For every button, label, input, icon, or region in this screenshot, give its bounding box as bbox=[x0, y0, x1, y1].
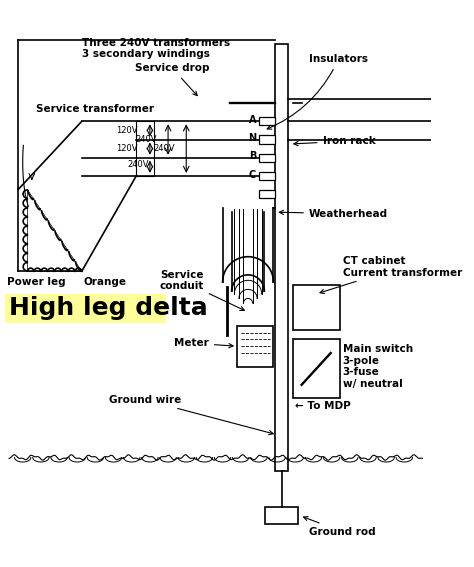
Bar bbox=[275, 44, 288, 471]
Text: Power leg: Power leg bbox=[7, 277, 66, 287]
Text: 240V: 240V bbox=[154, 144, 175, 153]
Text: Orange: Orange bbox=[83, 277, 127, 287]
Text: Iron rack: Iron rack bbox=[294, 136, 375, 146]
Text: ← To MDP: ← To MDP bbox=[295, 401, 351, 411]
Text: Service drop: Service drop bbox=[136, 64, 210, 96]
Bar bbox=[259, 136, 275, 143]
Text: Ground rod: Ground rod bbox=[303, 517, 375, 537]
Text: C: C bbox=[249, 170, 256, 180]
Bar bbox=[259, 154, 275, 162]
Bar bbox=[136, 121, 155, 176]
Text: Three 240V transformers
3 secondary windings: Three 240V transformers 3 secondary wind… bbox=[82, 38, 230, 60]
Text: Weatherhead: Weatherhead bbox=[279, 209, 388, 219]
Text: B: B bbox=[249, 151, 256, 162]
Text: 120V: 120V bbox=[117, 126, 138, 135]
Bar bbox=[259, 190, 275, 198]
Text: 120V: 120V bbox=[117, 144, 138, 153]
Text: Ground wire: Ground wire bbox=[109, 395, 273, 435]
Bar bbox=[259, 172, 275, 180]
Bar bbox=[292, 285, 340, 331]
Text: N: N bbox=[248, 133, 256, 143]
Bar bbox=[292, 340, 340, 399]
Bar bbox=[259, 117, 275, 125]
Bar bbox=[5, 294, 166, 323]
Text: Service
conduit: Service conduit bbox=[160, 270, 245, 311]
Text: 240V: 240V bbox=[128, 159, 149, 168]
Text: Insulators: Insulators bbox=[267, 54, 368, 129]
Text: High leg delta: High leg delta bbox=[9, 297, 208, 320]
Bar bbox=[237, 326, 273, 367]
Text: 240V: 240V bbox=[136, 135, 157, 144]
Text: Main switch
3-pole
3-fuse
w/ neutral: Main switch 3-pole 3-fuse w/ neutral bbox=[343, 344, 413, 389]
Text: Meter: Meter bbox=[174, 338, 233, 348]
Text: CT cabinet
Current transformer: CT cabinet Current transformer bbox=[320, 256, 462, 294]
Text: Service transformer: Service transformer bbox=[36, 104, 155, 114]
Bar bbox=[265, 507, 298, 524]
Text: A: A bbox=[249, 115, 256, 125]
